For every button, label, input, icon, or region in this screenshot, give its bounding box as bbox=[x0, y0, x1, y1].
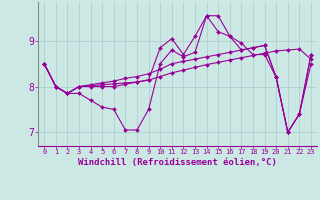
X-axis label: Windchill (Refroidissement éolien,°C): Windchill (Refroidissement éolien,°C) bbox=[78, 158, 277, 167]
